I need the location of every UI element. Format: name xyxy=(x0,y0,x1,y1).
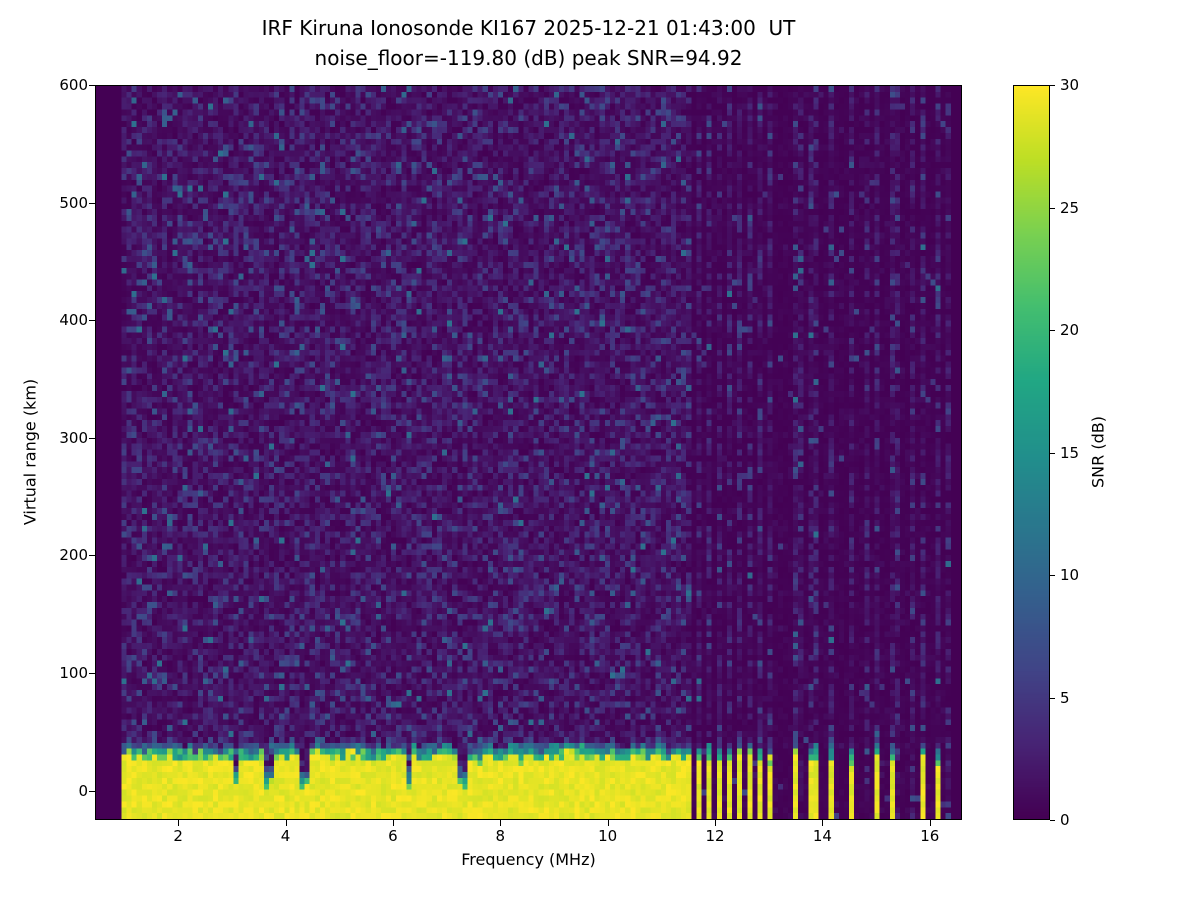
colorbar-tick-label: 10 xyxy=(1060,566,1080,584)
x-tick-mark xyxy=(715,820,717,826)
y-tick-label: 300 xyxy=(59,428,88,447)
colorbar-label: SNR (dB) xyxy=(1088,416,1108,488)
x-tick-mark xyxy=(607,820,609,826)
y-tick-mark xyxy=(89,673,95,674)
colorbar-tick-label: 15 xyxy=(1060,443,1080,462)
colorbar-tick-label: 0 xyxy=(1060,811,1070,829)
colorbar-tick-mark xyxy=(1050,452,1055,454)
colorbar-tick-label: 25 xyxy=(1060,198,1080,217)
colorbar-tick-mark xyxy=(1050,575,1055,576)
x-tick-label: 6 xyxy=(388,827,398,845)
chart-title-line1: IRF Kiruna Ionosonde KI167 2025-12-21 01… xyxy=(261,16,796,40)
colorbar-tick-mark xyxy=(1050,85,1055,86)
colorbar-tick-mark xyxy=(1050,207,1055,209)
x-tick-mark xyxy=(392,820,394,826)
colorbar-tick-label: 20 xyxy=(1060,321,1080,339)
colorbar-tick-mark xyxy=(1050,330,1055,331)
x-tick-label: 14 xyxy=(812,827,832,845)
x-axis-label: Frequency (MHz) xyxy=(461,850,596,869)
heatmap-canvas xyxy=(96,86,961,819)
x-tick-label: 4 xyxy=(280,827,291,845)
x-tick-label: 2 xyxy=(173,827,183,845)
y-tick-label: 600 xyxy=(59,76,88,94)
x-tick-mark xyxy=(285,820,287,826)
x-tick-mark xyxy=(929,820,931,826)
x-tick-mark xyxy=(178,820,180,826)
y-tick-mark xyxy=(89,320,95,322)
y-tick-label: 100 xyxy=(59,664,88,682)
y-tick-mark xyxy=(89,555,95,557)
y-tick-mark xyxy=(89,202,95,204)
y-tick-label: 400 xyxy=(59,311,88,330)
colorbar-tick-mark xyxy=(1050,820,1055,821)
colorbar-tick-label: 30 xyxy=(1060,76,1080,94)
colorbar-tick-label: 5 xyxy=(1060,688,1070,707)
x-tick-label: 10 xyxy=(598,827,618,845)
x-tick-mark xyxy=(822,820,824,826)
y-axis-label: Virtual range (km) xyxy=(20,378,40,526)
colorbar-gradient xyxy=(1014,86,1049,819)
x-tick-label: 8 xyxy=(495,827,506,845)
x-tick-mark xyxy=(500,820,502,826)
x-tick-label: 16 xyxy=(920,827,940,845)
y-tick-label: 0 xyxy=(78,781,88,800)
y-tick-label: 500 xyxy=(59,193,88,212)
plot-area xyxy=(95,85,962,820)
colorbar xyxy=(1013,85,1050,820)
y-tick-mark xyxy=(89,790,95,792)
colorbar-tick-mark xyxy=(1050,697,1055,699)
y-tick-mark xyxy=(89,85,95,86)
y-tick-mark xyxy=(89,437,95,439)
y-tick-label: 200 xyxy=(59,546,88,565)
chart-title-line2: noise_floor=-119.80 (dB) peak SNR=94.92 xyxy=(314,46,743,70)
x-tick-label: 12 xyxy=(705,827,725,845)
